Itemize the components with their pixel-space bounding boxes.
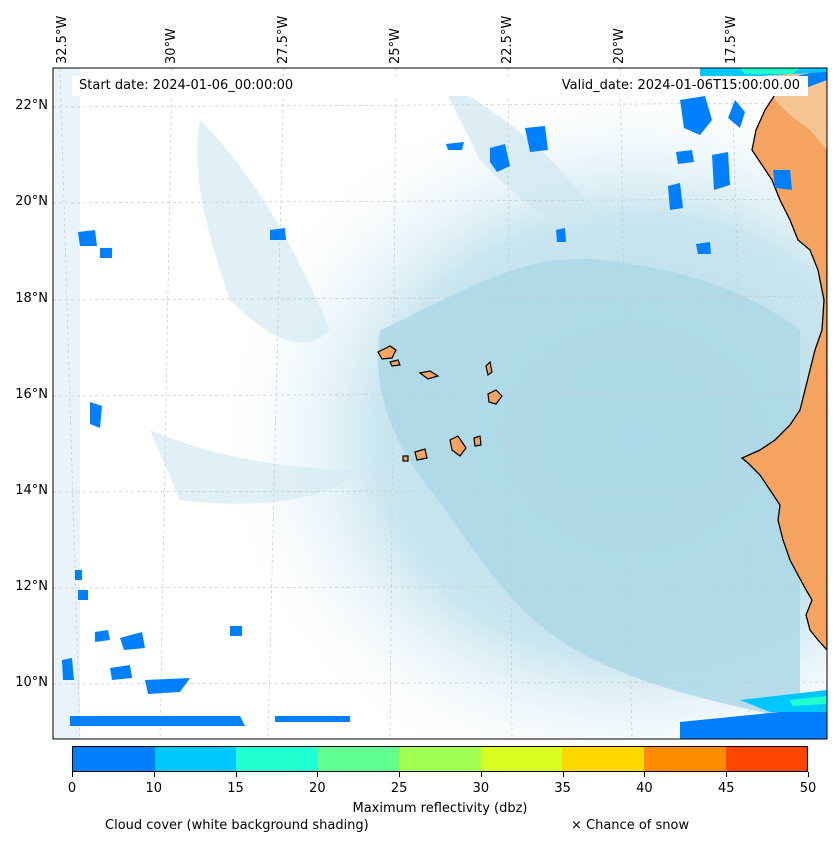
colorbar-tick-label: 15: [227, 781, 244, 796]
lat-label: 22°N: [15, 98, 48, 113]
start-date: Start date: 2024-01-06_00:00:00: [79, 78, 294, 93]
colorbar-segment: [562, 747, 644, 771]
colorbar-tick: [644, 772, 646, 777]
lon-label: 20°W: [612, 28, 627, 64]
colorbar-segment: [399, 747, 481, 771]
reflectivity-echoes: [62, 70, 827, 739]
lon-label: 27.5°W: [276, 15, 291, 64]
colorbar-tick-label: 0: [67, 781, 77, 796]
lon-label: 25°W: [388, 28, 403, 64]
lat-label: 10°N: [15, 675, 48, 690]
date-info-bar: Start date: 2024-01-06_00:00:00 Valid_da…: [72, 76, 808, 96]
lon-label: 17.5°W: [724, 15, 739, 64]
colorbar-segment: [317, 747, 400, 771]
colorbar-tick: [480, 772, 482, 777]
colorbar-tick: [235, 772, 237, 777]
lon-label: 32.5°W: [55, 15, 70, 64]
lat-label: 14°N: [15, 483, 48, 498]
colorbar-tick-label: 45: [717, 781, 735, 796]
colorbar-tick-label: 35: [554, 781, 571, 796]
lon-label: 22.5°W: [500, 15, 515, 64]
colorbar-tick-label: 40: [636, 781, 653, 796]
cloud-cover-shading: [53, 68, 827, 739]
colorbar-tick: [399, 772, 401, 777]
colorbar-segment: [480, 747, 563, 771]
lat-label: 12°N: [15, 579, 48, 594]
colorbar-segment: [236, 747, 318, 771]
colorbar-tick: [562, 772, 564, 777]
graticule: [53, 68, 827, 739]
colorbar-tick: [153, 772, 155, 777]
colorbar-tick: [317, 772, 319, 777]
colorbar-tick: [72, 772, 73, 777]
african-coast-land: [740, 68, 827, 651]
colorbar-segment: [725, 747, 808, 771]
cloud-cover-legend: Cloud cover (white background shading): [105, 818, 369, 833]
lon-label: 30°W: [164, 28, 179, 64]
colorbar-tick: [726, 772, 728, 777]
colorbar-tick: [808, 772, 809, 777]
valid-date: Valid_date: 2024-01-06T15:00:00.00: [561, 78, 800, 93]
colorbar-tick-label: 10: [145, 781, 163, 796]
cape-verde-islands: [377, 345, 503, 462]
reflectivity-echoes-20: [740, 68, 827, 706]
colorbar-tick-label: 20: [309, 781, 326, 796]
colorbar-tick-label: 25: [390, 781, 408, 796]
colorbar-segment: [154, 747, 237, 771]
lat-label: 18°N: [15, 291, 48, 306]
lat-label: 16°N: [15, 387, 48, 402]
colorbar-tick-label: 50: [799, 781, 817, 796]
map-frame: [52, 67, 828, 740]
colorbar-segment: [643, 747, 726, 771]
lat-label: 20°N: [15, 194, 48, 209]
snow-legend: × Chance of snow: [571, 818, 690, 833]
colorbar: [72, 746, 808, 772]
colorbar-segment: [73, 747, 155, 771]
colorbar-tick-label: 30: [472, 781, 490, 796]
colorbar-title: Maximum reflectivity (dbz): [352, 801, 528, 816]
